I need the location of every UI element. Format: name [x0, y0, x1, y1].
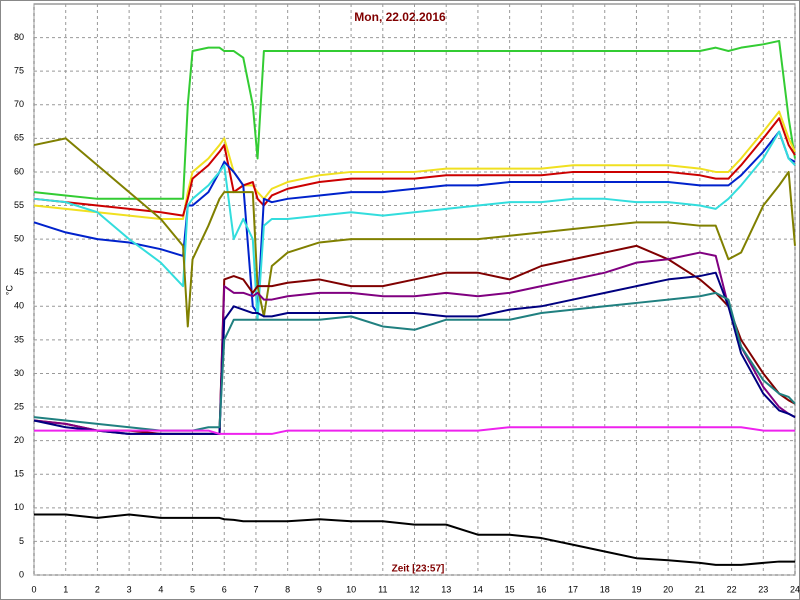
x-tick-label: 17 [568, 584, 578, 594]
x-tick-label: 10 [346, 584, 356, 594]
x-tick-label: 20 [663, 584, 673, 594]
y-tick-label: 35 [14, 334, 24, 344]
x-tick-label: 18 [600, 584, 610, 594]
y-tick-label: 55 [14, 200, 24, 210]
y-tick-label: 5 [19, 536, 24, 546]
y-tick-label: 50 [14, 233, 24, 243]
series-line [33, 110, 796, 220]
y-tick-label: 25 [14, 401, 24, 411]
x-axis-label: Zeit [23:57] [392, 564, 445, 575]
x-tick-label: 16 [536, 584, 546, 594]
x-tick-label: 21 [695, 584, 705, 594]
x-tick-label: 5 [190, 584, 195, 594]
x-tick-label: 14 [473, 584, 483, 594]
y-tick-label: 45 [14, 267, 24, 277]
x-tick-label: 2 [95, 584, 100, 594]
x-tick-label: 3 [127, 584, 132, 594]
x-tick-label: 23 [758, 584, 768, 594]
y-tick-label: 10 [14, 502, 24, 512]
series-line [33, 39, 796, 200]
x-tick-label: 12 [409, 584, 419, 594]
y-tick-label: 65 [14, 133, 24, 143]
x-tick-label: 19 [631, 584, 641, 594]
y-tick-label: 75 [14, 66, 24, 76]
series-line [34, 426, 795, 435]
series-line [34, 513, 795, 566]
x-tick-label: 1 [63, 584, 68, 594]
x-tick-label: 7 [253, 584, 258, 594]
y-tick-label: 0 [19, 569, 24, 579]
series-line [33, 117, 796, 217]
x-tick-label: 4 [158, 584, 163, 594]
x-tick-label: 11 [378, 584, 387, 594]
chart-title: Mon, 22.02.2016 [354, 10, 446, 24]
y-tick-label: 30 [14, 368, 24, 378]
y-axis-label: °C [4, 284, 14, 295]
x-tick-label: 6 [222, 584, 227, 594]
series-line [33, 130, 796, 321]
y-tick-label: 70 [14, 99, 24, 109]
x-tick-label: 22 [727, 584, 737, 594]
x-tick-label: 15 [505, 584, 515, 594]
y-tick-label: 20 [14, 435, 24, 445]
y-tick-label: 15 [14, 469, 24, 479]
x-tick-label: 0 [31, 584, 36, 594]
y-tick-label: 80 [14, 32, 24, 42]
x-tick-label: 24 [790, 584, 800, 594]
x-tick-label: 13 [441, 584, 451, 594]
y-tick-label: 60 [14, 166, 24, 176]
x-tick-label: 9 [317, 584, 322, 594]
y-tick-label: 40 [14, 301, 24, 311]
x-tick-label: 8 [285, 584, 290, 594]
series-line [33, 271, 796, 435]
series-line [33, 137, 796, 328]
